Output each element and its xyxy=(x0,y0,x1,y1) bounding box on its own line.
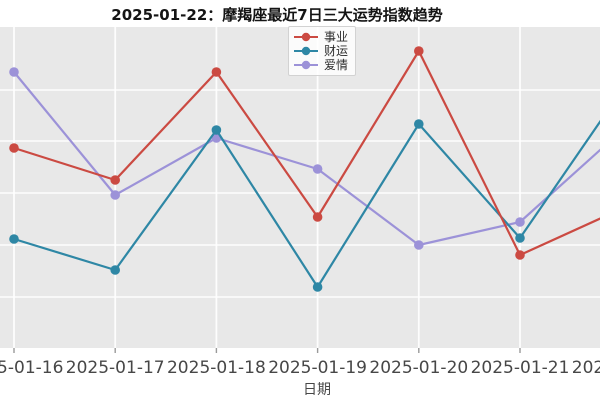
x-tick-label: 2025-01-19 xyxy=(268,358,367,378)
x-axis-title: 日期 xyxy=(303,382,331,398)
x-tick-label: 2025-01-20 xyxy=(369,358,469,378)
series-lines xyxy=(9,46,600,292)
legend-label-love: 爱情 xyxy=(324,58,349,72)
x-tick-label: 2025-01-21 xyxy=(470,358,570,378)
series-line-爱情 xyxy=(13,71,600,247)
x-axis-ticks xyxy=(13,348,521,353)
series-line-财运 xyxy=(13,119,600,289)
plot-panel xyxy=(0,27,600,348)
legend: 事业 财运 爱情 xyxy=(288,26,356,76)
x-tick-label: 2025-01-22 xyxy=(571,358,600,378)
legend-item-wealth: 财运 xyxy=(293,44,350,58)
chart-title: 2025-01-22：摩羯座最近7日三大运势指数趋势 xyxy=(111,6,443,24)
legend-label-wealth: 财运 xyxy=(324,44,349,58)
x-tick-label: 2025-01-17 xyxy=(65,358,165,378)
love-line-marker-icon xyxy=(294,60,318,70)
wealth-line-marker-icon xyxy=(294,46,318,56)
legend-item-love: 爱情 xyxy=(293,58,350,72)
career-line-marker-icon xyxy=(294,32,318,42)
x-tick-label: 2025-01-18 xyxy=(166,358,266,378)
x-tick-label: 2025-01-16 xyxy=(0,358,64,378)
legend-label-career: 事业 xyxy=(324,30,349,44)
legend-item-career: 事业 xyxy=(293,30,350,44)
